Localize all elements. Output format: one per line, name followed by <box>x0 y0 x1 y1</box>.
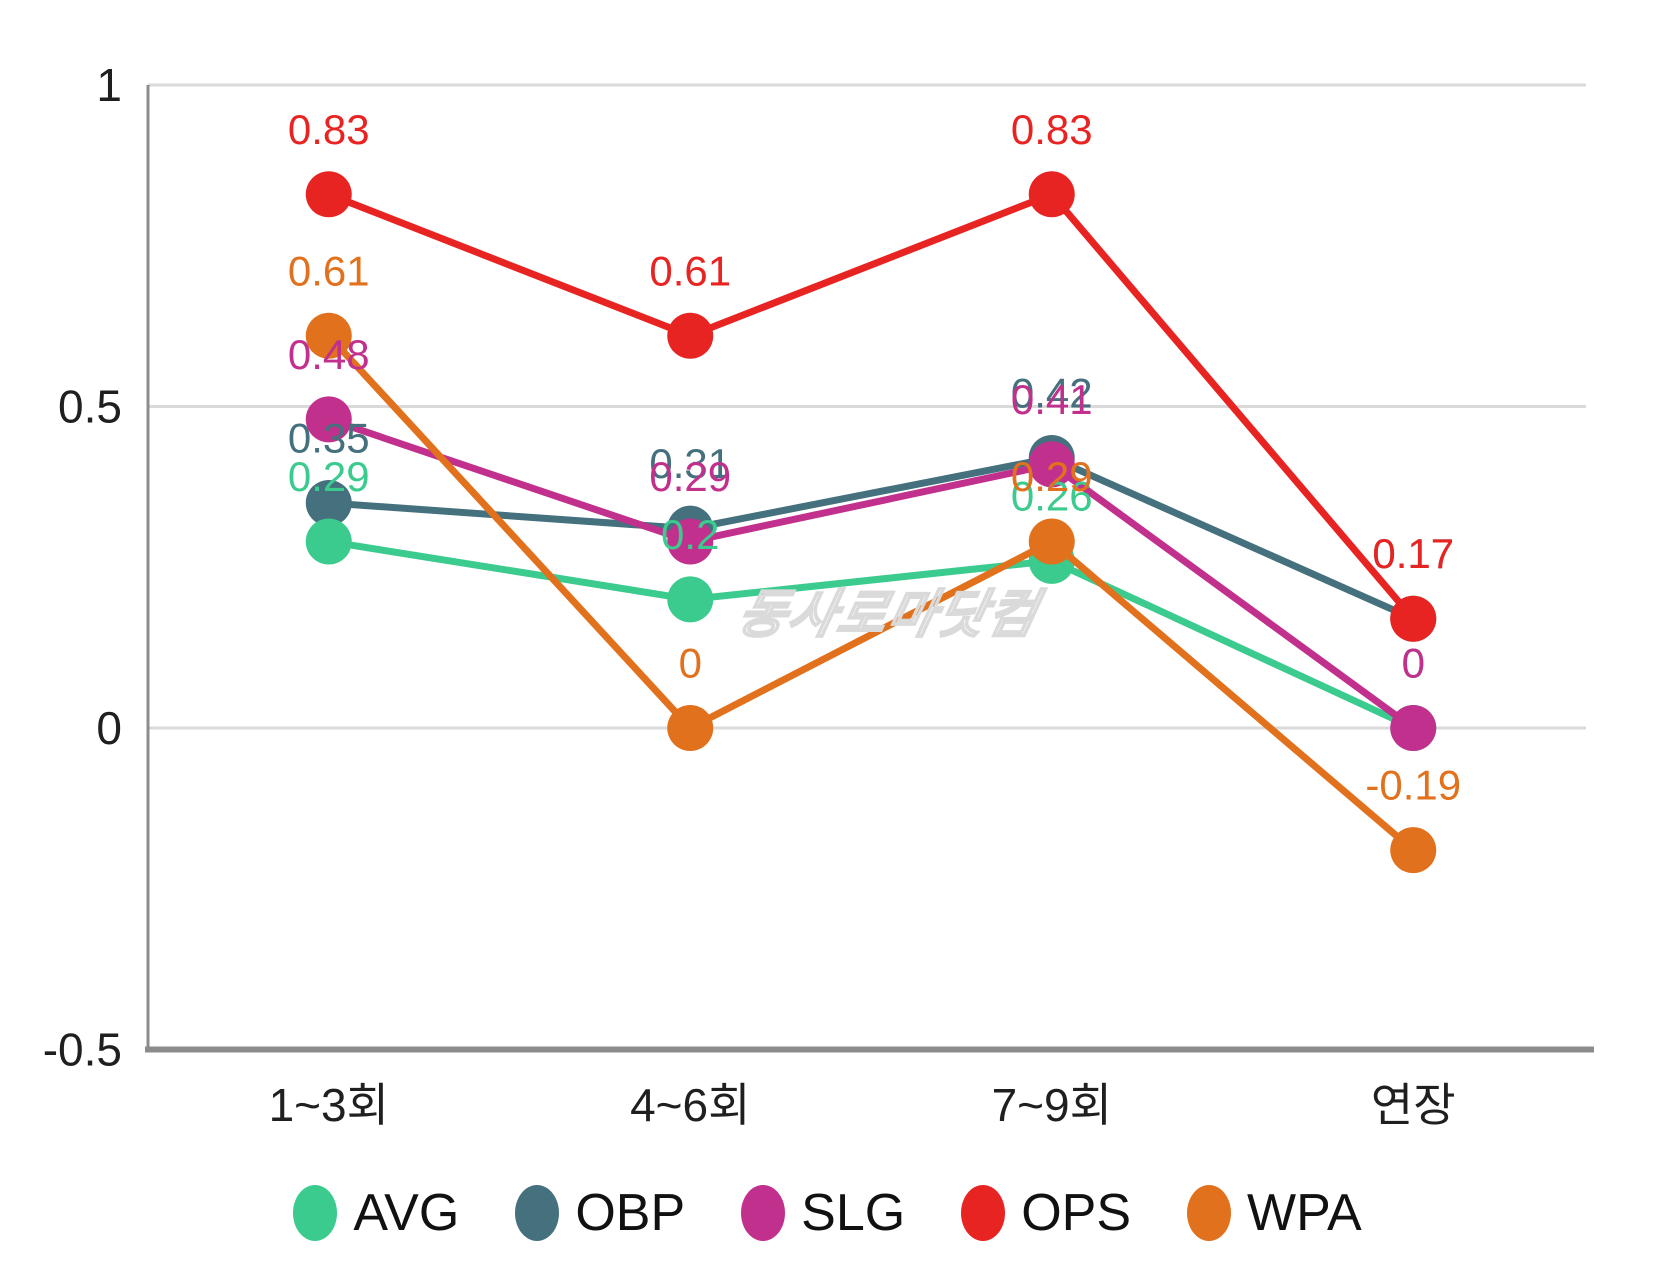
value-label-slg-3: 0 <box>1402 640 1425 687</box>
legend-label-ops: OPS <box>1021 1184 1132 1242</box>
legend-item-wpa[interactable]: WPA <box>1187 1185 1362 1241</box>
chart-legend: AVG OBP SLG OPS WPA <box>0 1185 1655 1241</box>
legend-item-obp[interactable]: OBP <box>515 1185 685 1241</box>
value-label-ops-1: 0.61 <box>649 247 731 294</box>
point-slg-3 <box>1390 705 1437 751</box>
legend-label-avg: AVG <box>353 1184 460 1242</box>
value-label-avg-1: 0.2 <box>661 511 719 558</box>
point-ops-1 <box>667 312 714 359</box>
legend-label-obp: OBP <box>575 1184 686 1242</box>
value-label-slg-1: 0.29 <box>649 453 731 500</box>
point-slg-2 <box>1028 441 1075 488</box>
legend-marker-slg <box>741 1185 786 1241</box>
legend-marker-ops <box>961 1185 1006 1241</box>
x-axis-label-1: 4~6회 <box>630 1079 750 1131</box>
line-chart: 1 0.5 0 -0.5 1~3회 4~6회 7~9회 연장 0.35 0.31 0.42 0.17 0… <box>43 59 1594 1131</box>
y-tick-label: -0.5 <box>43 1024 122 1076</box>
legend-marker-avg <box>293 1185 338 1241</box>
value-label-avg-0: 0.29 <box>288 453 370 500</box>
legend-item-avg[interactable]: AVG <box>293 1185 459 1241</box>
point-ops-2 <box>1028 171 1075 218</box>
value-label-wpa-1: 0 <box>679 640 702 687</box>
point-avg-0 <box>305 518 352 565</box>
point-slg-1 <box>667 518 714 565</box>
line-ops <box>327 190 1416 621</box>
x-axis-label-2: 7~9회 <box>992 1079 1112 1131</box>
point-slg-0 <box>305 396 352 443</box>
point-avg-1 <box>667 576 714 623</box>
line-avg <box>328 538 1415 732</box>
y-tick-label: 1 <box>96 59 122 111</box>
point-wpa-2 <box>1028 518 1075 565</box>
value-label-ops-3: 0.17 <box>1372 530 1454 577</box>
value-label-wpa-2: 0.29 <box>1011 453 1093 500</box>
legend-item-ops[interactable]: OPS <box>961 1185 1131 1241</box>
value-label-ops-0: 0.83 <box>288 106 370 153</box>
point-wpa-1 <box>667 705 714 751</box>
value-label-avg-3: 0 <box>1402 640 1425 687</box>
y-tick-label: 0.5 <box>58 381 122 433</box>
point-wpa-0 <box>305 312 352 359</box>
line-slg <box>327 416 1416 731</box>
point-wpa-3 <box>1390 827 1437 874</box>
legend-marker-wpa <box>1187 1185 1232 1241</box>
legend-label-wpa: WPA <box>1247 1184 1362 1242</box>
legend-item-slg[interactable]: SLG <box>741 1185 905 1241</box>
point-ops-3 <box>1390 595 1437 642</box>
value-label-obp-0: 0.35 <box>288 414 370 461</box>
value-label-obp-2: 0.42 <box>1011 369 1093 416</box>
value-label-obp-3: 0.17 <box>1372 530 1454 577</box>
legend-label-slg: SLG <box>801 1184 906 1242</box>
value-label-ops-2: 0.83 <box>1011 106 1093 153</box>
y-tick-label: 0 <box>96 702 122 754</box>
point-obp-0 <box>305 479 352 526</box>
value-label-avg-2: 0.26 <box>1011 472 1093 519</box>
value-label-wpa-3: -0.19 <box>1365 762 1461 809</box>
line-wpa <box>326 333 1416 853</box>
value-label-slg-2: 0.41 <box>1011 376 1093 423</box>
line-obp <box>328 454 1415 622</box>
legend-marker-obp <box>515 1185 560 1241</box>
value-label-wpa-0: 0.61 <box>288 247 370 294</box>
value-label-slg-0: 0.48 <box>288 331 370 378</box>
x-axis-label-3: 연장 <box>1371 1079 1456 1131</box>
value-label-obp-1: 0.31 <box>649 440 731 487</box>
point-ops-0 <box>305 171 352 218</box>
x-axis-label-0: 1~3회 <box>269 1079 389 1131</box>
